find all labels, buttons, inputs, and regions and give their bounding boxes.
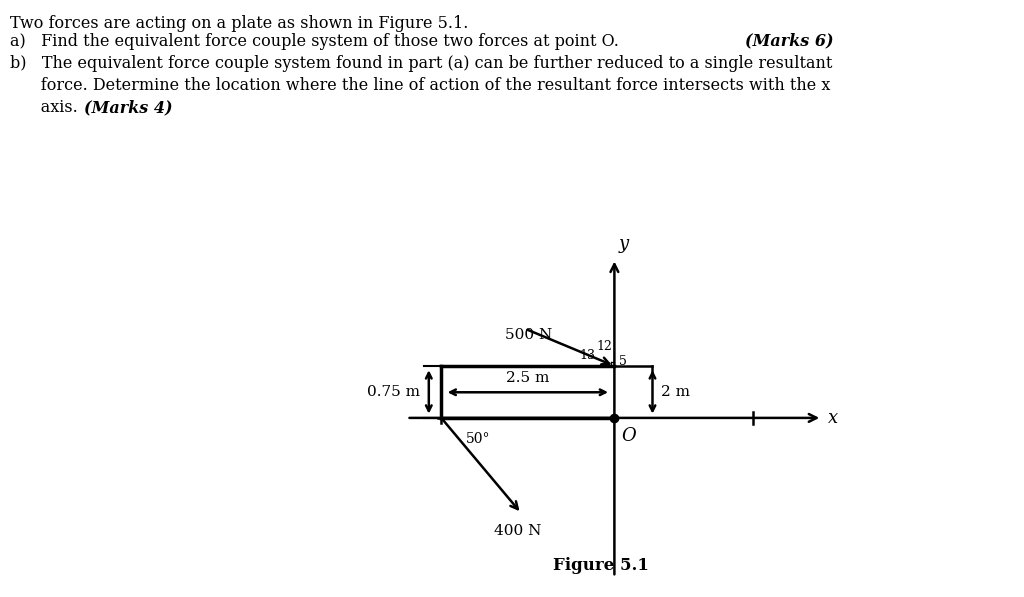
Text: 12: 12: [597, 340, 612, 353]
Text: force. Determine the location where the line of action of the resultant force in: force. Determine the location where the …: [10, 77, 830, 94]
Text: y: y: [618, 235, 629, 253]
Text: Two forces are acting on a plate as shown in Figure 5.1.: Two forces are acting on a plate as show…: [10, 15, 469, 32]
Text: 2 m: 2 m: [660, 385, 690, 399]
Text: 5: 5: [618, 355, 627, 368]
Text: 13: 13: [579, 349, 595, 362]
Text: 500 N: 500 N: [505, 328, 552, 341]
Text: x: x: [827, 409, 838, 427]
Text: 50°: 50°: [466, 432, 490, 446]
Text: (Marks 4): (Marks 4): [84, 99, 173, 116]
Text: b)   The equivalent force couple system found in part (a) can be further reduced: b) The equivalent force couple system fo…: [10, 55, 833, 72]
Text: 400 N: 400 N: [495, 524, 542, 538]
Text: a)   Find the equivalent force couple system of those two forces at point O.: a) Find the equivalent force couple syst…: [10, 33, 625, 50]
Text: axis.: axis.: [10, 99, 83, 116]
Text: 2.5 m: 2.5 m: [506, 371, 550, 385]
Text: O: O: [622, 427, 636, 445]
Text: (Marks 6): (Marks 6): [745, 33, 835, 50]
Text: Figure 5.1: Figure 5.1: [553, 557, 648, 574]
Text: 0.75 m: 0.75 m: [368, 385, 421, 399]
